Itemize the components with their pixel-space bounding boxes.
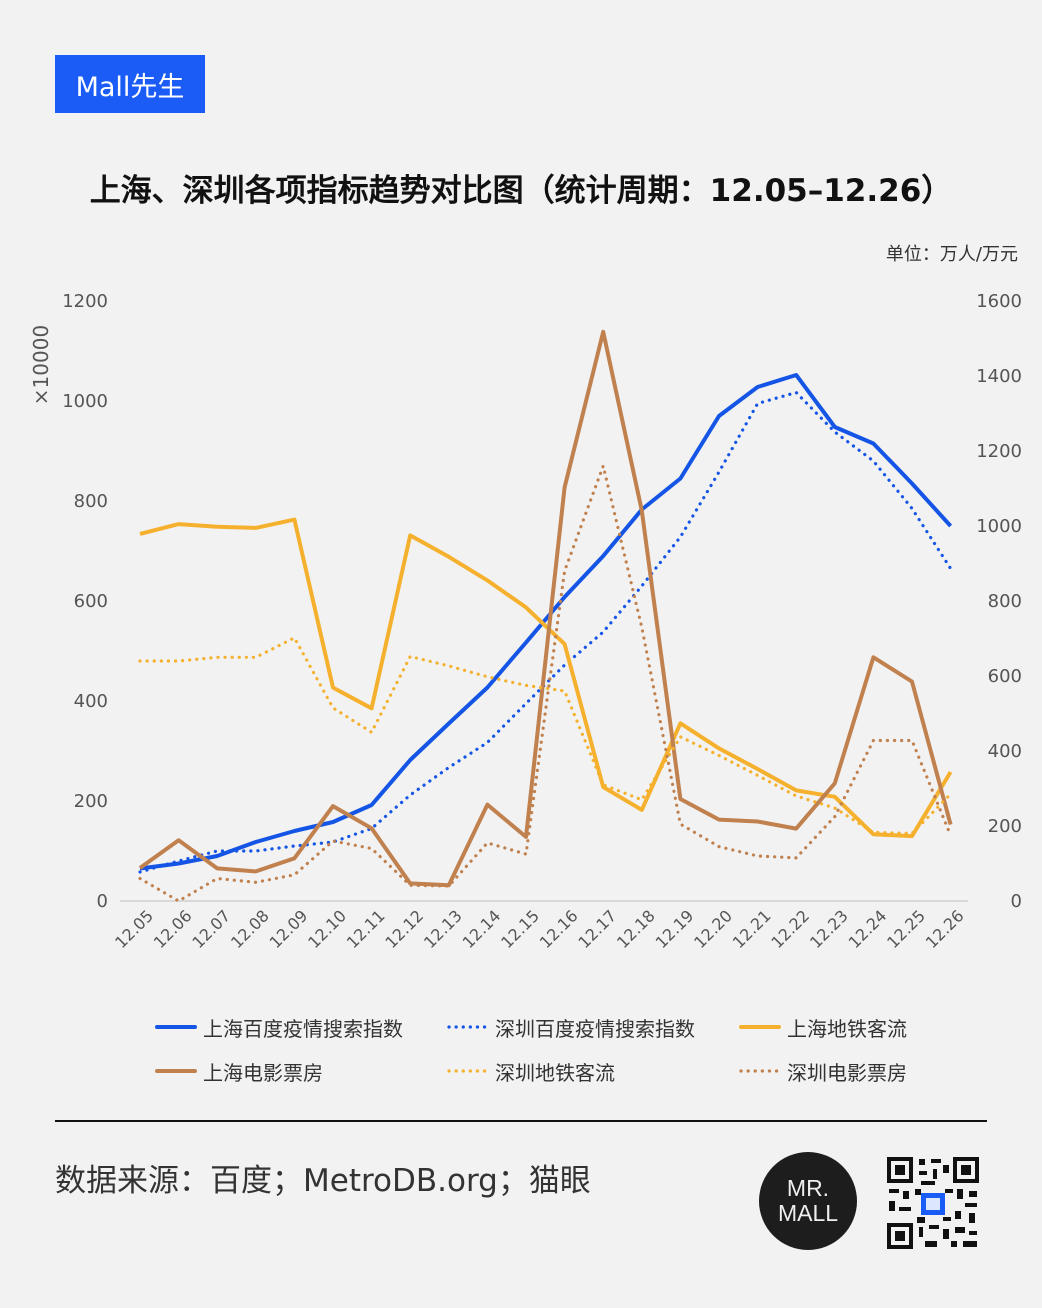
chart-legend: 上海百度疫情搜索指数 深圳百度疫情搜索指数 上海地铁客流上海电影票房 深圳地铁客流 深圳…: [155, 1005, 955, 1093]
x-tick-label: 12.15: [497, 906, 543, 952]
left-tick-label: 600: [74, 591, 108, 612]
legend-label: 深圳百度疫情搜索指数: [495, 1016, 695, 1041]
left-tick-label: 1200: [62, 291, 108, 312]
x-tick-label: 12.11: [343, 906, 389, 952]
divider: [55, 1120, 987, 1122]
right-tick-label: 200: [988, 816, 1022, 837]
x-tick-label: 12.08: [227, 906, 273, 952]
legend-row: 上海电影票房 深圳地铁客流 深圳电影票房: [155, 1049, 955, 1093]
legend-swatch: [447, 1069, 489, 1073]
x-tick-label: 12.05: [111, 906, 157, 952]
right-tick-label: 1600: [976, 291, 1022, 312]
legend-label: 上海电影票房: [203, 1060, 323, 1085]
legend-swatch: [739, 1025, 781, 1029]
legend-label: 上海地铁客流: [787, 1016, 907, 1041]
legend-label: 深圳电影票房: [787, 1060, 907, 1085]
right-tick-label: 600: [988, 666, 1022, 687]
x-tick-label: 12.16: [536, 906, 582, 952]
series-line-4: [138, 636, 953, 836]
x-tick-label: 12.06: [150, 906, 196, 952]
series-line-3: [138, 329, 953, 888]
legend-label: 深圳地铁客流: [495, 1060, 615, 1085]
right-tick-label: 1200: [976, 441, 1022, 462]
legend-item: 深圳地铁客流: [447, 1057, 739, 1086]
legend-swatch: [739, 1069, 781, 1073]
x-tick-label: 12.07: [188, 906, 234, 952]
mr-mall-logo: MR. MALL: [759, 1152, 857, 1250]
legend-item: 深圳电影票房: [739, 1057, 955, 1086]
x-tick-label: 12.14: [459, 906, 505, 952]
series-line-2: [139, 517, 953, 839]
legend-swatch: [155, 1025, 197, 1029]
left-axis-multiplier: ×10000: [29, 325, 53, 405]
unit-label: 单位：万人/万元: [885, 244, 1018, 265]
series-line-1: [138, 390, 953, 874]
source-note: 数据来源：百度；MetroDB.org；猫眼: [55, 1163, 591, 1199]
x-tick-label: 12.24: [845, 906, 891, 952]
right-tick-label: 1400: [976, 366, 1022, 387]
left-tick-label: 400: [74, 691, 108, 712]
legend-item: 上海电影票房: [155, 1057, 447, 1086]
x-tick-label: 12.09: [266, 906, 312, 952]
legend-item: 上海地铁客流: [739, 1013, 955, 1042]
x-tick-label: 12.23: [806, 906, 852, 952]
x-tick-label: 12.26: [922, 906, 968, 952]
x-tick-label: 12.12: [381, 906, 427, 952]
series-line-0: [139, 373, 953, 871]
legend-swatch: [447, 1025, 489, 1029]
right-tick-label: 0: [1011, 891, 1022, 912]
right-tick-label: 1000: [976, 516, 1022, 537]
left-tick-label: 800: [74, 491, 108, 512]
logo-line-2: MALL: [777, 1200, 839, 1226]
x-tick-label: 12.20: [690, 906, 736, 952]
x-tick-label: 12.18: [613, 906, 659, 952]
x-tick-label: 12.10: [304, 906, 350, 952]
left-tick-label: 0: [97, 891, 108, 912]
legend-label: 上海百度疫情搜索指数: [203, 1016, 403, 1041]
x-tick-label: 12.25: [883, 906, 929, 952]
legend-item: 上海百度疫情搜索指数: [155, 1013, 447, 1042]
line-chart: 0 200 400 600 800 1000 1200 0 200 400 600 800 1000 12…: [29, 291, 1022, 952]
series-line-5: [138, 464, 953, 903]
x-tick-label: 12.21: [729, 906, 775, 952]
brand-badge: Mall先生: [55, 55, 205, 113]
x-tick-label: 12.19: [652, 906, 698, 952]
x-tick-label: 12.22: [767, 906, 813, 952]
legend-row: 上海百度疫情搜索指数 深圳百度疫情搜索指数 上海地铁客流: [155, 1005, 955, 1049]
x-tick-label: 12.17: [574, 906, 620, 952]
logo-line-1: MR.: [786, 1175, 830, 1201]
qr-code-icon[interactable]: [885, 1155, 981, 1251]
left-tick-label: 1000: [62, 391, 108, 412]
right-tick-label: 800: [988, 591, 1022, 612]
right-tick-label: 400: [988, 741, 1022, 762]
chart-title: 上海、深圳各项指标趋势对比图（统计周期：12.05–12.26）: [89, 173, 953, 209]
x-tick-label: 12.13: [420, 906, 466, 952]
legend-swatch: [155, 1069, 197, 1073]
legend-item: 深圳百度疫情搜索指数: [447, 1013, 739, 1042]
left-tick-label: 200: [74, 791, 108, 812]
